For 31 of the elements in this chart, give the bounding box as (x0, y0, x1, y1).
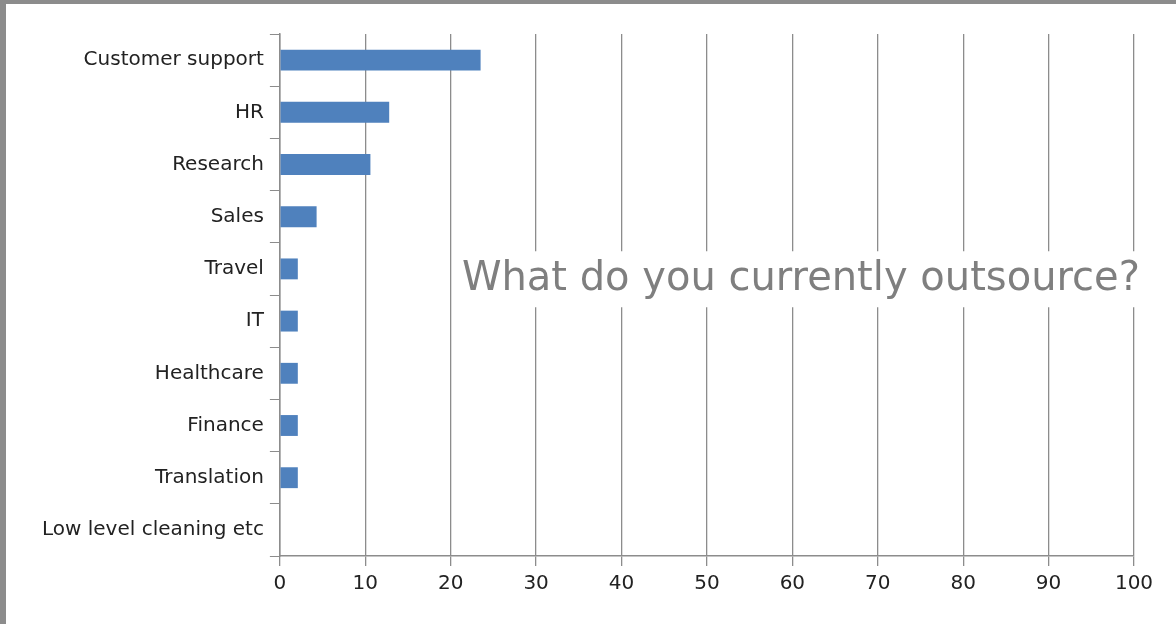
x-tick-label: 10 (352, 570, 379, 595)
x-tick-label: 30 (523, 570, 549, 595)
x-tick-label: 0 (273, 570, 287, 595)
y-tick-label: Finance (187, 411, 264, 436)
bar (280, 467, 298, 489)
bar (280, 415, 298, 436)
y-tick-label: IT (245, 307, 265, 332)
y-tick-label: Customer support (83, 46, 265, 71)
y-tick-label: Translation (153, 463, 264, 488)
x-tick-label: 100 (1114, 570, 1154, 595)
x-tick-label: 90 (1035, 570, 1062, 595)
x-tick-label: 20 (437, 570, 464, 595)
y-tick-label: Sales (210, 202, 264, 227)
y-tick-label: Healthcare (154, 359, 264, 384)
bar (280, 101, 390, 123)
text: What do you currently outsource? (461, 252, 1140, 299)
bar (280, 310, 298, 332)
bar (280, 49, 481, 71)
bar (280, 258, 298, 280)
x-tick-label: 80 (950, 570, 976, 595)
y-tick-label: Travel (203, 255, 264, 280)
bar (280, 206, 317, 228)
y-tick-label: Research (172, 150, 264, 175)
x-tick-label: 70 (865, 570, 891, 595)
y-tick-label: HR (234, 98, 264, 123)
bar (280, 362, 298, 384)
x-tick-label: 60 (779, 570, 806, 595)
y-tick-label: Low level cleaning etc (42, 516, 264, 541)
x-tick-label: 40 (608, 570, 635, 595)
x-tick-label: 50 (694, 570, 720, 595)
bar (280, 154, 371, 175)
